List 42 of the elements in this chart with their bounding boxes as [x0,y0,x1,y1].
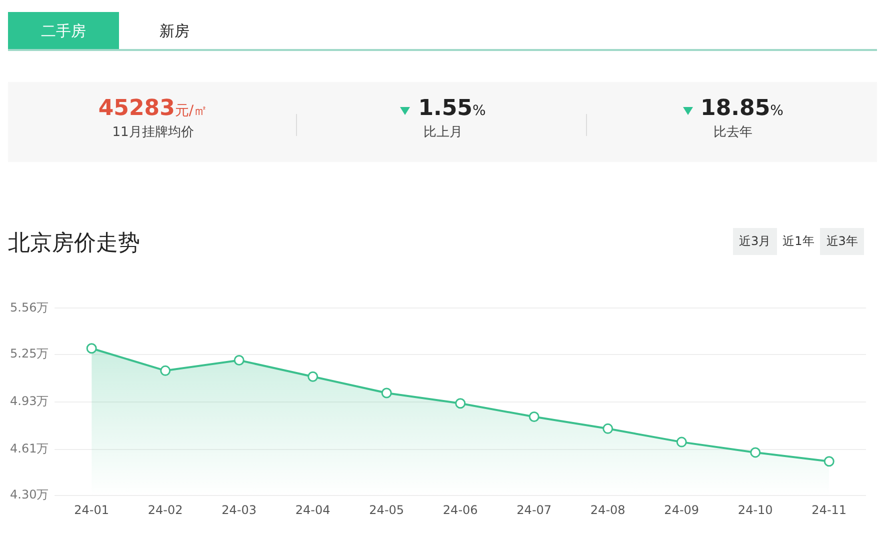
point [824,456,834,467]
text: 新房 [158,21,190,42]
y-tick-label: 4.93万 [10,394,49,408]
x-tick-label: 24-01 [74,502,110,517]
text: 18.85 [700,96,770,121]
point [86,343,97,354]
text: 11月挂牌均价 [111,124,195,141]
chart-title: 北京房价走势 [8,230,140,258]
y-tick-label: 5.56万 [10,300,49,314]
point [455,398,466,409]
text: % [472,103,486,119]
text: 45283 [98,96,175,121]
point [160,365,171,376]
x-tick-label: 24-09 [664,502,700,517]
point [234,355,244,366]
x-tick-label: 24-11 [812,502,847,517]
text: 近3月 [738,233,772,250]
text: 近1年 [776,228,820,255]
x-tick-label: 24-05 [369,502,404,517]
point [381,388,392,398]
x-tick-label: 24-04 [295,502,330,517]
x-tick-label: 24-10 [738,502,773,517]
point [676,436,687,448]
text: 比上月 [422,124,464,141]
text: 元/㎡ [174,103,208,119]
text: 二手房 [8,12,119,50]
y-tick-label: 4.30万 [10,488,49,502]
text: 近3年 [825,233,859,250]
text: % [770,103,784,119]
x-tick-label: 24-03 [222,502,257,517]
x-tick-label: 24-06 [442,502,478,517]
y-tick-label: 5.25万 [10,346,49,360]
point [528,412,540,422]
text: 1.55 [418,96,472,121]
point [602,423,614,434]
point [750,447,761,458]
point [308,371,318,382]
x-tick-label: 24-02 [148,502,183,517]
x-tick-label: 24-07 [516,502,552,517]
text: 比去年 [712,124,754,141]
x-tick-label: 24-08 [590,502,626,517]
y-tick-label: 4.61万 [10,442,49,456]
